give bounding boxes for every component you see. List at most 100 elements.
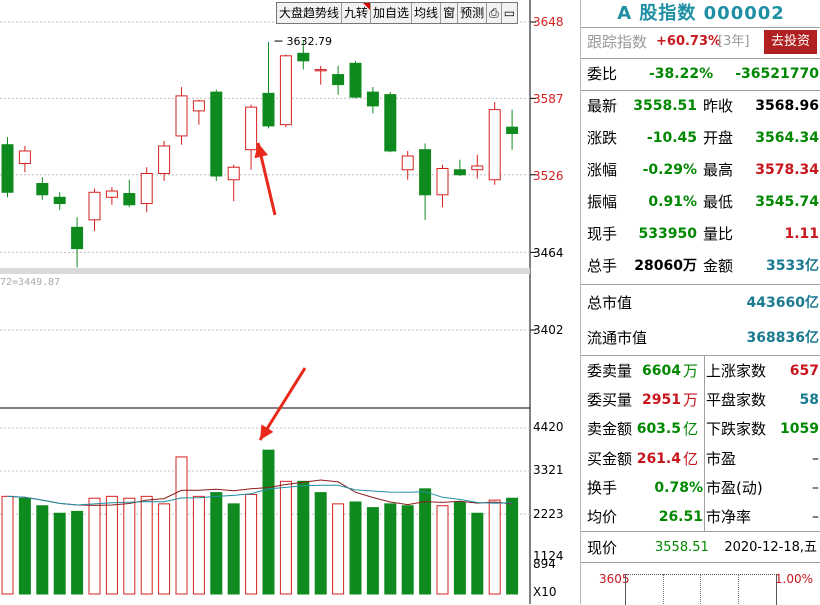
volume-bar-down xyxy=(384,503,397,595)
volume-axis: 4420 3321 2223 1124 894 X10 xyxy=(530,410,580,604)
invest-button[interactable]: 去投资 xyxy=(764,30,817,54)
candle-down xyxy=(123,193,136,206)
pe-value: – xyxy=(812,451,819,467)
volume-tick-label: 1124 xyxy=(533,549,564,563)
candle-up xyxy=(471,165,484,171)
pb-value: – xyxy=(812,509,819,525)
latest-value: 3558.51 xyxy=(633,98,697,114)
sell-amount-label: 卖金额 xyxy=(587,420,633,438)
buy-amount-value: 261.4 xyxy=(636,451,681,467)
webi-row: 委比 -38.22% -36521770 xyxy=(581,62,820,86)
volume-bar-up xyxy=(488,499,501,595)
float-cap-row: 流通市值 368836亿 xyxy=(581,326,820,350)
market-cap-label: 总市值 xyxy=(587,294,633,312)
sell-volume-row: 委卖量 6604 万 上涨家数 657 xyxy=(581,359,820,383)
window-icon[interactable]: ▭ xyxy=(503,6,516,20)
volume-bar-up xyxy=(332,503,345,595)
market-cap-row: 总市值 443660亿 xyxy=(581,291,820,315)
current-hand-value: 533950 xyxy=(638,226,697,242)
volume-bar-up xyxy=(1,495,14,595)
change-pct-row: 涨幅 -0.29% 最高 3578.34 xyxy=(581,158,820,182)
pe-dynamic-value: – xyxy=(812,480,819,496)
volume-bar-up xyxy=(279,480,292,595)
volume-bar-down xyxy=(262,449,275,595)
candle-up xyxy=(88,191,101,221)
flat-count-label: 平盘家数 xyxy=(706,391,767,409)
candle-down xyxy=(210,91,223,177)
chart-toolbar: 大盘趋势线 九转 加自选 均线 窗 预测 ⎙ ▭ xyxy=(276,2,519,24)
mini-right-value: 1.00% xyxy=(774,572,813,586)
avg-price-row: 均价 26.51 市净率 – xyxy=(581,505,820,529)
volume-ma5-line xyxy=(7,479,513,506)
down-count-label: 下跌家数 xyxy=(706,420,767,438)
open-value: 3564.34 xyxy=(755,130,819,146)
volume-bar-down xyxy=(506,497,519,595)
tracking-value: +60.73% xyxy=(656,34,722,49)
volume-tick-label: X10 xyxy=(533,585,557,599)
volume-bar-up xyxy=(175,456,188,595)
tracking-label: 跟踪指数 xyxy=(587,33,648,51)
intraday-mini-chart[interactable]: 3605 1.00% xyxy=(581,570,820,605)
avg-price-value: 26.51 xyxy=(658,509,703,525)
toolbar-forecast[interactable]: 预测 xyxy=(458,3,488,23)
volume-ma10-line xyxy=(7,484,513,506)
buy-volume-unit: 万 xyxy=(683,391,699,409)
volume-bar-down xyxy=(18,497,31,595)
quote-panel: A 股指数 000002 跟踪指数 +60.73% [3年] 去投资 委比 -3… xyxy=(580,0,820,605)
high-label: 最高 xyxy=(703,161,734,179)
toolbar-trend-line[interactable]: 大盘趋势线 xyxy=(277,3,343,23)
sell-amount-row: 卖金额 603.5 亿 下跌家数 1059 xyxy=(581,417,820,441)
toolbar-nine-turn[interactable]: 九转 xyxy=(342,3,372,23)
candle-down xyxy=(453,169,466,176)
candle-down xyxy=(262,92,275,127)
price-tick-label: 3464 xyxy=(533,246,564,260)
candle-down xyxy=(332,74,345,86)
tracking-row: 跟踪指数 +60.73% [3年] xyxy=(581,30,820,54)
callout-arrow-volume xyxy=(258,367,307,441)
volume-bar-up xyxy=(88,497,101,595)
volume-bar-down xyxy=(419,488,432,595)
buy-volume-label: 委买量 xyxy=(587,391,633,409)
candle-up xyxy=(158,145,171,174)
volume-bar-up xyxy=(436,505,449,595)
candle-up xyxy=(436,167,449,196)
print-icon[interactable]: ⎙ xyxy=(487,3,502,23)
candle-up xyxy=(105,190,118,198)
volume-ratio-value: 1.11 xyxy=(784,226,819,242)
buy-amount-label: 买金额 xyxy=(587,450,633,468)
now-price-value: 3558.51 xyxy=(655,540,709,555)
low-value: 3545.74 xyxy=(755,194,819,210)
kline-chart-area[interactable]: 72=3449.87 3632.79 大盘趋势线 九转 加自选 均线 窗 预测 ⎙… xyxy=(0,0,580,604)
volume-bar-down xyxy=(453,501,466,595)
mini-left-value: 3605 xyxy=(599,572,630,586)
sell-volume-value: 6604 xyxy=(642,363,681,379)
volume-bar-up xyxy=(105,495,118,595)
volume-bar-down xyxy=(71,510,84,595)
price-tick-label: 3526 xyxy=(533,169,564,183)
toolbar-add-watchlist[interactable]: 加自选 xyxy=(371,3,413,23)
down-count-value: 1059 xyxy=(780,421,819,437)
volume-bar-down xyxy=(401,505,414,595)
volume-bar-down xyxy=(227,503,240,595)
toolbar-window[interactable]: 窗 xyxy=(441,3,459,23)
amplitude-label: 振幅 xyxy=(587,193,618,211)
volume-tick-label: 4420 xyxy=(533,420,564,434)
change-value: -10.45 xyxy=(646,130,697,146)
candle-down xyxy=(36,183,49,196)
pb-label: 市净率 xyxy=(706,508,752,526)
candle-down xyxy=(419,149,432,196)
pe-label: 市盈 xyxy=(706,450,737,468)
buy-volume-value: 2951 xyxy=(642,392,681,408)
now-price-row: 现价 3558.51 2020-12-18,五 xyxy=(581,536,820,560)
market-cap-value: 443660亿 xyxy=(746,295,819,311)
price-tick-label: 3648 xyxy=(533,15,564,29)
index-title: A 股指数 000002 xyxy=(617,3,785,24)
toolbar-moving-average[interactable]: 均线 xyxy=(412,3,442,23)
now-date: 2020-12-18,五 xyxy=(724,540,817,555)
volume-bar-down xyxy=(366,507,379,595)
low-price-annotation: 72=3449.87 xyxy=(0,277,60,288)
candle-down xyxy=(53,196,66,205)
turnover-label: 换手 xyxy=(587,479,618,497)
volume-bar-down xyxy=(349,501,362,595)
volume-tick-label: 3321 xyxy=(533,463,564,477)
